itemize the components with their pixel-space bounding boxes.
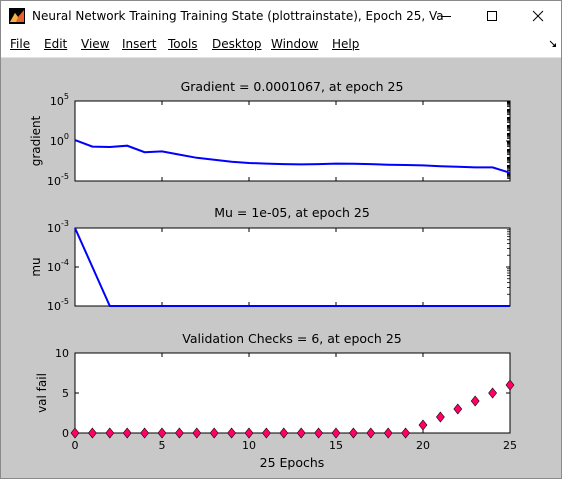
window-title: Neural Network Training Training State (…	[32, 9, 444, 23]
val-fail-data-point	[314, 427, 323, 439]
gradient-axes-box	[74, 100, 511, 182]
mu-ytick-label: 10-5	[47, 297, 69, 313]
val-fail-data-point	[244, 427, 254, 439]
gradient-title: Gradient = 0.0001067, at epoch 25	[181, 79, 404, 94]
val-fail-data-point	[436, 411, 445, 423]
val-fail-data-point	[227, 427, 236, 439]
maximize-icon	[487, 11, 497, 21]
gradient-ylabel: gradient	[29, 115, 43, 166]
gradient-ytick-label: 105	[50, 92, 69, 108]
val-fail-data-point	[470, 395, 480, 407]
val-fail-data-point	[401, 427, 410, 439]
close-button[interactable]	[515, 1, 561, 31]
val-fail-data-point	[70, 427, 80, 439]
training-state-plots: Gradient = 0.0001067, at epoch 25 gradie…	[29, 79, 517, 470]
val-fail-data-point	[175, 427, 184, 439]
minimize-button[interactable]	[423, 1, 469, 31]
menu-desktop[interactable]: Desktop	[212, 37, 262, 51]
mu-axes-box	[74, 227, 511, 307]
menu-tools[interactable]: Tools	[168, 37, 198, 51]
mu-ytick-label: 10-3	[47, 219, 69, 235]
val-fail-data-point	[331, 427, 341, 439]
val-fail-ylabel: val fail	[35, 373, 49, 413]
menu-help[interactable]: Help	[332, 37, 360, 51]
epochs-xlabel: 25 Epochs	[260, 455, 325, 470]
mu-title: Mu = 1e-05, at epoch 25	[214, 205, 370, 220]
val-fail-data-point	[296, 427, 306, 439]
val-fail-axes-box	[74, 352, 511, 434]
title-bar[interactable]: Neural Network Training Training State (…	[1, 1, 561, 31]
val-fail-data-point	[488, 387, 497, 399]
menu-file[interactable]: File	[10, 37, 31, 51]
menu-window[interactable]: Window	[271, 37, 319, 51]
val-fail-data-point	[122, 427, 132, 439]
val-fail-data-point	[505, 379, 515, 391]
menu-edit[interactable]: Edit	[44, 37, 68, 51]
gradient-series-line	[74, 139, 511, 174]
val-fail-data-point	[279, 427, 289, 439]
val-fail-data-point	[383, 427, 393, 439]
val-fail-data-point	[262, 427, 271, 439]
val-fail-xtick-label: 15	[329, 439, 343, 452]
val-fail-xtick-label: 5	[159, 439, 166, 452]
val-fail-xtick-label: 0	[72, 439, 79, 452]
menu-bar: File Edit View Insert Tools Desktop Wind…	[1, 31, 561, 58]
val-fail-xtick-label: 10	[242, 439, 256, 452]
val-fail-axes: Validation Checks = 6, at epoch 25 val f…	[35, 331, 517, 470]
mu-ylabel: mu	[29, 257, 43, 276]
gradient-ytick-label: 10-5	[47, 172, 69, 188]
val-fail-data-point	[349, 427, 358, 439]
val-fail-data-point	[192, 427, 202, 439]
val-fail-data-point	[88, 427, 97, 439]
val-fail-ytick-label: 0	[62, 427, 69, 440]
mu-ytick-label: 10-4	[47, 258, 69, 274]
close-icon	[532, 10, 544, 22]
val-fail-xtick-label: 25	[503, 439, 517, 452]
val-fail-data-point	[453, 403, 463, 415]
matlab-figure-icon	[9, 8, 25, 24]
val-fail-data-point	[140, 427, 149, 439]
maximize-button[interactable]	[469, 1, 515, 31]
mu-series-line	[74, 227, 510, 307]
val-fail-title: Validation Checks = 6, at epoch 25	[182, 331, 401, 346]
menu-insert[interactable]: Insert	[122, 37, 157, 51]
val-fail-ytick-label: 10	[55, 347, 69, 360]
gradient-axes: Gradient = 0.0001067, at epoch 25 gradie…	[29, 79, 511, 188]
minimize-icon	[441, 16, 451, 17]
val-fail-xtick-label: 20	[416, 439, 430, 452]
val-fail-data-point	[209, 427, 219, 439]
dock-arrow-icon[interactable]	[549, 40, 557, 48]
val-fail-data-point	[418, 419, 428, 431]
val-fail-data-point	[105, 427, 115, 439]
val-fail-data-point	[157, 427, 167, 439]
gradient-ytick-label: 100	[50, 132, 69, 148]
val-fail-ytick-label: 5	[62, 387, 69, 400]
val-fail-data-point	[366, 427, 376, 439]
mu-axes: Mu = 1e-05, at epoch 25 mu 10-5 10-4 10-3	[29, 205, 511, 313]
menu-view[interactable]: View	[81, 37, 110, 51]
